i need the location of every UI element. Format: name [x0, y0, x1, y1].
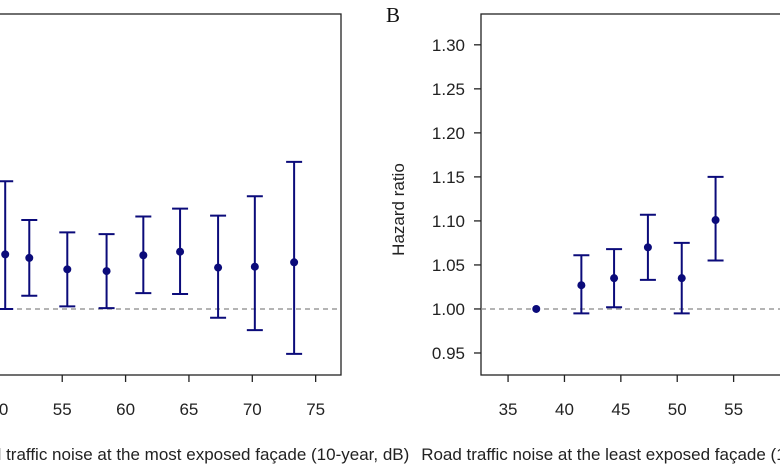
- figure: B 50 55 60 65 70 75 Road traffic noise at the …: [0, 0, 780, 470]
- y-tick-label: 1.00: [432, 300, 465, 319]
- x-tick-label: 55: [53, 400, 72, 419]
- x-tick-label: 50: [0, 400, 8, 419]
- x-tick-label: 35: [499, 400, 518, 419]
- y-tick-label: 0.95: [432, 344, 465, 363]
- x-tick-label: 40: [555, 400, 574, 419]
- x-tick-label: 70: [243, 400, 262, 419]
- data-point: [63, 265, 71, 273]
- y-tick-label: 1.15: [432, 168, 465, 187]
- x-tick-label: 75: [306, 400, 325, 419]
- x-axis-title: Road traffic noise at the most exposed f…: [0, 445, 409, 464]
- y-tick-label: 1.30: [432, 36, 465, 55]
- panel-a: 50 55 60 65 70 75 Road traffic noise at the mo…: [0, 14, 409, 464]
- panel-letter-b: B: [386, 3, 400, 27]
- y-tick-label: 1.05: [432, 256, 465, 275]
- data-point: [290, 258, 298, 266]
- data-point: [25, 254, 33, 262]
- y-tick-label: 1.25: [432, 80, 465, 99]
- plot-frame: [0, 14, 341, 375]
- data-point: [577, 281, 585, 289]
- x-tick-label: 45: [611, 400, 630, 419]
- data-point: [532, 305, 540, 313]
- data-point: [103, 267, 111, 275]
- x-tick-label: 65: [179, 400, 198, 419]
- y-axis-title: Hazard ratio: [389, 163, 408, 256]
- data-point: [139, 251, 147, 259]
- data-point: [251, 263, 259, 271]
- x-tick-label: 50: [668, 400, 687, 419]
- x-axis-title: Road traffic noise at the least exposed …: [421, 445, 780, 464]
- panel-b: 35 40 45 50 55 0.95 1.00 1.05 1.10 1.15 1.20 1.25 1.…: [389, 14, 780, 464]
- data-point: [214, 264, 222, 272]
- x-tick-label: 60: [116, 400, 135, 419]
- plot-frame: [481, 14, 780, 375]
- x-tick-label: 55: [724, 400, 743, 419]
- data-point: [176, 248, 184, 256]
- data-point: [644, 243, 652, 251]
- y-tick-label: 1.20: [432, 124, 465, 143]
- y-tick-label: 1.10: [432, 212, 465, 231]
- data-point: [712, 216, 720, 224]
- data-point: [678, 274, 686, 282]
- data-point: [610, 274, 618, 282]
- data-point: [1, 250, 9, 258]
